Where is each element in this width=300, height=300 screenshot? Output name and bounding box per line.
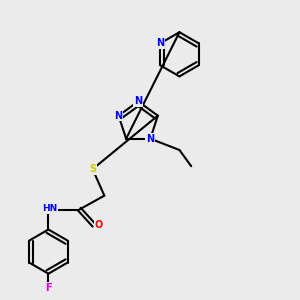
Text: F: F <box>45 283 52 293</box>
Text: S: S <box>89 164 96 174</box>
Text: N: N <box>134 96 142 106</box>
Text: N: N <box>156 38 164 48</box>
Text: N: N <box>115 111 123 121</box>
Text: HN: HN <box>42 204 58 213</box>
Text: O: O <box>95 220 103 230</box>
Text: N: N <box>146 134 154 144</box>
